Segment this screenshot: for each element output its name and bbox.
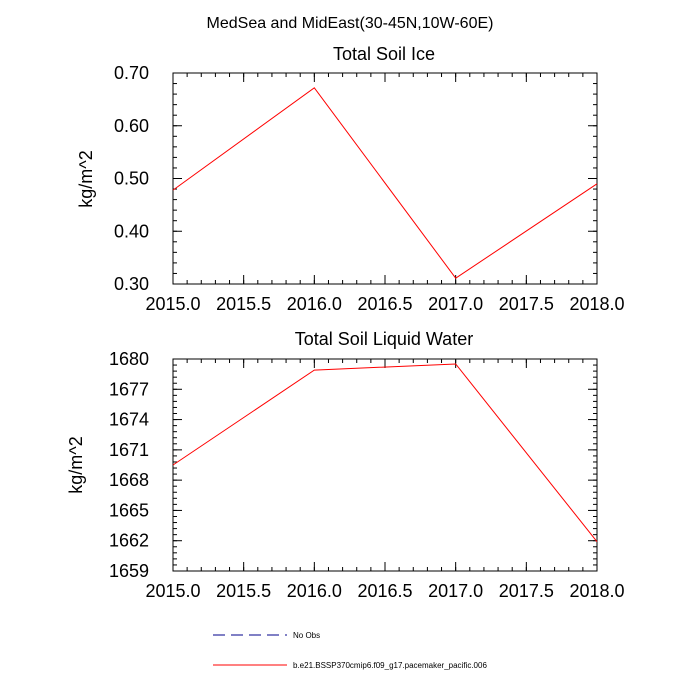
- y-tick-label: 1659: [109, 561, 149, 581]
- x-tick-label: 2017.0: [428, 294, 483, 314]
- x-tick-label: 2016.0: [287, 581, 342, 601]
- chart-panel-soil-ice: Total Soil Ice kg/m^2 2015.0 2015.5 2016.0…: [76, 44, 625, 314]
- y-tick-label: 1680: [109, 349, 149, 369]
- panel-title-soil-ice: Total Soil Ice: [333, 44, 435, 64]
- y-tick-label: 1662: [109, 531, 149, 551]
- x-tick-label: 2017.5: [499, 581, 554, 601]
- panel-title-soil-liquid-water: Total Soil Liquid Water: [295, 329, 473, 349]
- x-tick-label: 2018.0: [569, 294, 624, 314]
- legend: No Obs b.e21.BSSP370cmip6.f09_g17.pacema…: [213, 631, 487, 670]
- y-tick-label: 1668: [109, 470, 149, 490]
- series-line-soil-ice: [172, 87, 598, 279]
- legend-label-no-obs: No Obs: [293, 631, 320, 640]
- plot-area-soil-ice: 2015.0 2015.5 2016.0 2016.5 2017.0 2017.5 2018…: [114, 63, 625, 314]
- y-tick-label: 1671: [109, 440, 149, 460]
- plot-area-soil-liquid-water: 2015.0 2015.5 2016.0 2016.5 2017.0 2017.5 2018…: [109, 349, 625, 601]
- x-tick-label: 2015.5: [216, 294, 271, 314]
- series-line-soil-liquid-water: [172, 363, 598, 543]
- y-axis-label-soil-ice: kg/m^2: [76, 150, 96, 207]
- x-tick-label: 2016.5: [357, 581, 412, 601]
- y-tick-label: 0.60: [114, 116, 149, 136]
- x-tick-label: 2016.5: [357, 294, 412, 314]
- x-tick-label: 2018.0: [569, 581, 624, 601]
- x-tick-label: 2017.0: [428, 581, 483, 601]
- plot-frame-soil-liquid-water: [172, 358, 598, 572]
- y-tick-label: 0.70: [114, 63, 149, 83]
- y-axis-label-soil-liquid-water: kg/m^2: [66, 436, 86, 493]
- x-tick-label: 2015.5: [216, 581, 271, 601]
- legend-label-model-run: b.e21.BSSP370cmip6.f09_g17.pacemaker_pac…: [293, 661, 487, 670]
- y-tick-label: 1677: [109, 379, 149, 399]
- y-tick-label: 1674: [109, 410, 149, 430]
- x-tick-label: 2015.0: [145, 294, 200, 314]
- x-tick-label: 2016.0: [287, 294, 342, 314]
- y-tick-label: 0.40: [114, 221, 149, 241]
- figure-title: MedSea and MidEast(30-45N,10W-60E): [207, 15, 494, 32]
- y-tick-label: 0.30: [114, 274, 149, 294]
- y-tick-label: 0.50: [114, 169, 149, 189]
- plot-frame-soil-ice: [172, 72, 598, 285]
- chart-panel-soil-liquid-water: Total Soil Liquid Water kg/m^2 2015.0 201…: [66, 329, 625, 601]
- x-tick-label: 2015.0: [145, 581, 200, 601]
- y-tick-label: 1665: [109, 500, 149, 520]
- x-tick-label: 2017.5: [499, 294, 554, 314]
